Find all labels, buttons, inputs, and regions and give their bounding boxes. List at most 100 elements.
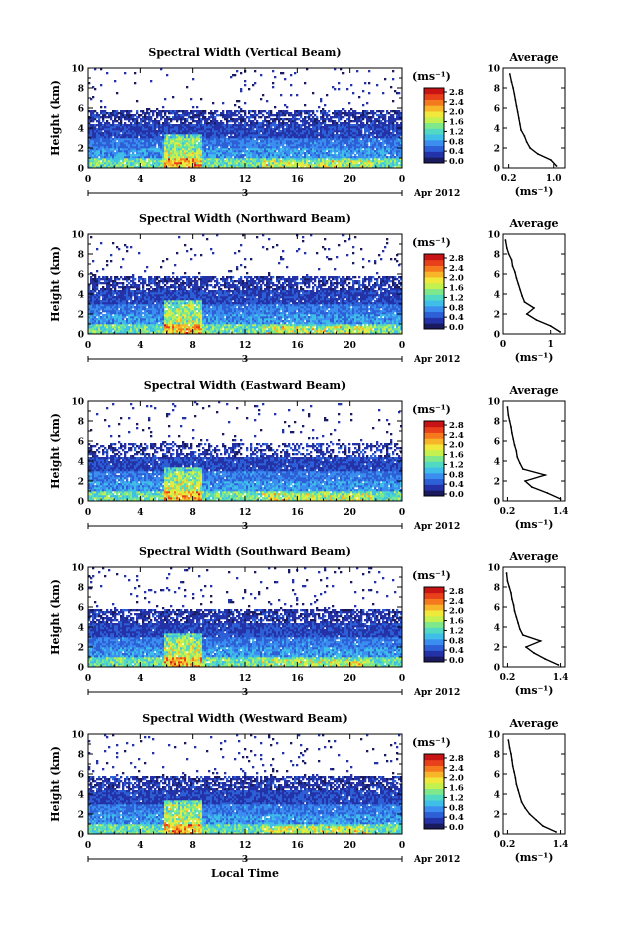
heatmap-cell	[110, 116, 112, 118]
heatmap-cell	[194, 154, 196, 156]
heatmap-cell	[134, 138, 136, 140]
heatmap-cell	[90, 160, 92, 162]
heatmap-cell	[114, 112, 116, 114]
heatmap-cell	[174, 130, 176, 132]
heatmap-cell	[92, 116, 94, 118]
heatmap-cell	[104, 138, 106, 140]
heatmap-cell	[114, 160, 116, 162]
heatmap-cell	[128, 132, 130, 134]
heatmap-cell	[126, 134, 128, 136]
heatmap-cell	[128, 130, 130, 132]
heatmap-cell	[136, 120, 138, 122]
heatmap-cell	[128, 116, 130, 118]
heatmap-cell	[100, 116, 102, 118]
heatmap-cell	[98, 152, 100, 154]
heatmap-cell	[158, 156, 160, 158]
heatmap-cell	[144, 156, 146, 158]
heatmap-cell	[190, 136, 192, 138]
heatmap-cell	[104, 144, 106, 146]
heatmap-cell	[92, 112, 94, 114]
heatmap-cell	[102, 148, 104, 150]
heatmap-cell	[104, 156, 106, 158]
heatmap-cell	[172, 160, 174, 162]
heatmap-cell	[162, 126, 164, 128]
heatmap-cell	[112, 150, 114, 152]
heatmap-cell	[168, 154, 170, 156]
heatmap-cell	[126, 144, 128, 146]
heatmap-cell	[100, 148, 102, 150]
heatmap-cell	[148, 152, 150, 154]
heatmap-cell	[152, 146, 154, 148]
heatmap-cell	[152, 126, 154, 128]
heatmap-cell	[98, 134, 100, 136]
heatmap-cell	[122, 114, 124, 116]
heatmap-cell	[90, 150, 92, 152]
heatmap-cell	[102, 162, 104, 164]
heatmap-cell	[108, 148, 110, 150]
heatmap-cell	[194, 132, 196, 134]
heatmap-cell	[152, 158, 154, 160]
heatmap-cell	[128, 148, 130, 150]
heatmap-cell	[90, 142, 92, 144]
heatmap-cell	[184, 128, 186, 130]
heatmap-cell	[176, 112, 178, 114]
heatmap-cell	[90, 114, 92, 116]
heatmap-cell	[182, 150, 184, 152]
heatmap-cell	[156, 122, 158, 124]
heatmap-cell	[108, 132, 110, 134]
heatmap-cell	[112, 134, 114, 136]
heatmap-cell	[184, 152, 186, 154]
heatmap-cell	[148, 122, 150, 124]
heatmap-cell	[120, 134, 122, 136]
heatmap-cell	[98, 146, 100, 148]
heatmap-cell	[92, 158, 94, 160]
heatmap-cell	[168, 164, 170, 166]
heatmap-cell	[188, 128, 190, 130]
heatmap-cell	[192, 110, 194, 112]
heatmap-cell	[140, 114, 142, 116]
heatmap-cell	[174, 144, 176, 146]
heatmap-cell	[152, 130, 154, 132]
heatmap-cell	[182, 160, 184, 162]
heatmap-cell	[122, 142, 124, 144]
heatmap-cell	[120, 118, 122, 120]
heatmap-cell	[150, 120, 152, 122]
heatmap-cell	[118, 142, 120, 144]
heatmap-cell	[194, 148, 196, 150]
heatmap-cell	[94, 134, 96, 136]
heatmap-cell	[94, 164, 96, 166]
heatmap-cell	[192, 116, 194, 118]
heatmap-cell	[136, 142, 138, 144]
heatmap-cell	[124, 116, 126, 118]
heatmap-cell	[144, 114, 146, 116]
heatmap-cell	[138, 130, 140, 132]
heatmap-cell	[156, 136, 158, 138]
heatmap-cell	[158, 160, 160, 162]
heatmap-cell	[154, 152, 156, 154]
heatmap-cell	[186, 156, 188, 158]
heatmap-cell	[96, 134, 98, 136]
heatmap-cell	[114, 154, 116, 156]
heatmap-cell	[170, 130, 172, 132]
heatmap-cell	[124, 152, 126, 154]
heatmap-cell	[140, 124, 142, 126]
heatmap-cell	[188, 150, 190, 152]
heatmap-cell	[136, 158, 138, 160]
heatmap-cell	[104, 146, 106, 148]
heatmap-cell	[140, 128, 142, 130]
heatmap-cell	[104, 112, 106, 114]
heatmap-cell	[148, 164, 150, 166]
heatmap-cell	[112, 156, 114, 158]
heatmap-cell	[142, 132, 144, 134]
heatmap-cell	[100, 128, 102, 130]
heatmap-cell	[158, 136, 160, 138]
heatmap-cell	[126, 146, 128, 148]
heatmap-cell	[142, 148, 144, 150]
heatmap-cell	[190, 110, 192, 112]
heatmap-cell	[192, 126, 194, 128]
heatmap-cell	[104, 152, 106, 154]
heatmap-cell	[170, 160, 172, 162]
heatmap-cell	[96, 144, 98, 146]
heatmap-cell	[162, 140, 164, 142]
heatmap-cell	[184, 118, 186, 120]
